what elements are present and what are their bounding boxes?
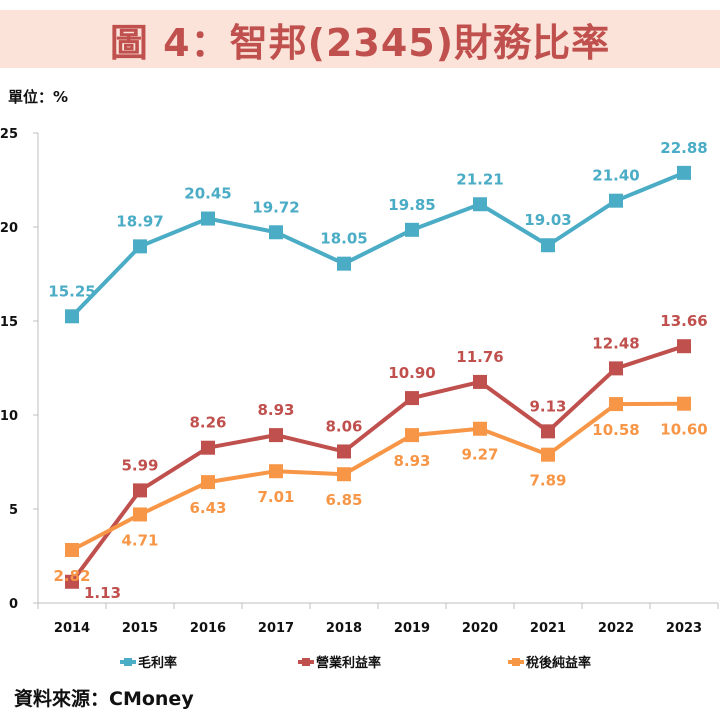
data-label: 8.26	[189, 414, 226, 432]
data-label: 9.13	[529, 397, 566, 415]
data-point-marker	[337, 444, 351, 459]
data-point-marker	[65, 574, 79, 589]
data-label: 6.43	[189, 499, 226, 517]
data-label: 18.97	[116, 212, 163, 230]
data-point-marker	[609, 397, 623, 412]
data-label: 21.40	[592, 167, 639, 185]
x-tick-label: 2016	[190, 621, 226, 636]
source-note: 資料來源：CMoney	[14, 688, 194, 710]
data-point-marker	[133, 507, 147, 522]
data-label: 10.90	[388, 364, 435, 382]
data-point-marker	[65, 542, 79, 557]
data-point-marker	[609, 361, 623, 376]
legend-marker	[124, 658, 132, 666]
unit-label: 單位：%	[8, 88, 69, 106]
data-point-marker	[677, 339, 691, 354]
data-point-marker	[269, 225, 283, 240]
data-label: 20.45	[184, 185, 231, 203]
data-label: 10.58	[592, 421, 639, 439]
data-point-marker	[133, 483, 147, 498]
data-point-marker	[269, 464, 283, 479]
x-tick-label: 2019	[394, 621, 430, 636]
x-tick-label: 2018	[326, 621, 362, 636]
data-label: 8.06	[325, 417, 362, 435]
data-label: 2.82	[53, 567, 90, 585]
x-tick-label: 2023	[666, 621, 702, 636]
series-3: 2.82 4.71 6.43 7.01 6.85 8.93 9.27 7.89 10.58 10.…	[53, 396, 708, 585]
y-tick-label: 20	[0, 221, 18, 236]
series-group: 15.25 18.97 20.45 19.72 18.05 19.85 21.21 19.03…	[48, 139, 707, 602]
data-point-marker	[405, 222, 419, 237]
y-tick-label: 25	[0, 127, 18, 142]
data-point-marker	[201, 211, 215, 226]
data-label: 6.85	[325, 491, 362, 509]
axes: 0 5 10 15 20 25 2014 2015 2016 2017 2018 2019 2020 20…	[0, 127, 719, 636]
legend-label: 稅後純益率	[526, 655, 591, 671]
chart-title: 圖 4：智邦(2345)財務比率	[109, 20, 611, 65]
data-label: 7.01	[257, 488, 294, 506]
legend-item-1: 毛利率	[120, 655, 177, 671]
data-label: 18.05	[320, 230, 367, 248]
data-label: 13.66	[660, 312, 707, 330]
data-point-marker	[473, 421, 487, 436]
data-label: 15.25	[48, 282, 95, 300]
data-point-marker	[677, 165, 691, 180]
x-tick-label: 2014	[54, 621, 90, 636]
data-label: 19.85	[388, 196, 435, 214]
series-line	[70, 344, 685, 583]
legend-marker	[512, 658, 520, 666]
x-tick-label: 2015	[122, 621, 158, 636]
data-point-marker	[337, 467, 351, 482]
data-label: 22.88	[660, 139, 707, 157]
title-banner: 圖 4：智邦(2345)財務比率	[0, 10, 720, 68]
data-point-marker	[473, 197, 487, 212]
legend: 毛利率 營業利益率 稅後純益率	[120, 655, 591, 671]
data-label: 9.27	[461, 446, 498, 464]
data-point-marker	[201, 440, 215, 455]
series-line	[70, 171, 685, 318]
y-tick-label: 0	[9, 597, 18, 612]
data-point-marker	[541, 424, 555, 439]
y-tick-label: 15	[0, 315, 18, 330]
data-label: 19.72	[252, 198, 299, 216]
data-label: 8.93	[393, 452, 430, 470]
data-point-marker	[405, 391, 419, 406]
legend-marker	[302, 658, 310, 666]
data-point-marker	[269, 428, 283, 443]
data-label: 11.76	[456, 348, 503, 366]
y-tick-label: 5	[9, 503, 18, 518]
series-1: 15.25 18.97 20.45 19.72 18.05 19.85 21.21 19.03…	[48, 139, 708, 324]
series-line	[71, 401, 685, 552]
data-label: 12.48	[592, 334, 639, 352]
data-label: 7.89	[529, 472, 566, 490]
legend-item-3: 稅後純益率	[508, 655, 591, 671]
data-point-marker	[541, 238, 555, 253]
data-label: 4.71	[121, 531, 158, 549]
y-tick-label: 10	[0, 409, 18, 424]
data-point-marker	[541, 447, 555, 462]
data-point-marker	[337, 256, 351, 271]
data-point-marker	[405, 428, 419, 443]
data-label: 1.13	[84, 584, 121, 602]
data-point-marker	[201, 475, 215, 490]
data-label: 5.99	[121, 456, 158, 474]
data-point-marker	[473, 374, 487, 389]
data-point-marker	[65, 309, 79, 324]
data-label: 10.60	[660, 421, 707, 439]
x-tick-label: 2022	[598, 621, 634, 636]
legend-label: 營業利益率	[316, 655, 381, 671]
legend-item-2: 營業利益率	[298, 655, 381, 671]
data-label: 8.93	[257, 401, 294, 419]
x-tick-label: 2021	[530, 621, 566, 636]
legend-label: 毛利率	[138, 655, 177, 671]
data-point-marker	[609, 193, 623, 208]
data-label: 19.03	[524, 211, 571, 229]
x-tick-label: 2017	[258, 621, 294, 636]
series-2: 1.13 5.99 8.26 8.93 8.06 10.90 11.76 9.13 12.48 1…	[65, 312, 708, 602]
data-point-marker	[133, 239, 147, 254]
data-label: 21.21	[456, 170, 503, 188]
data-point-marker	[677, 396, 691, 411]
x-tick-label: 2020	[462, 621, 498, 636]
